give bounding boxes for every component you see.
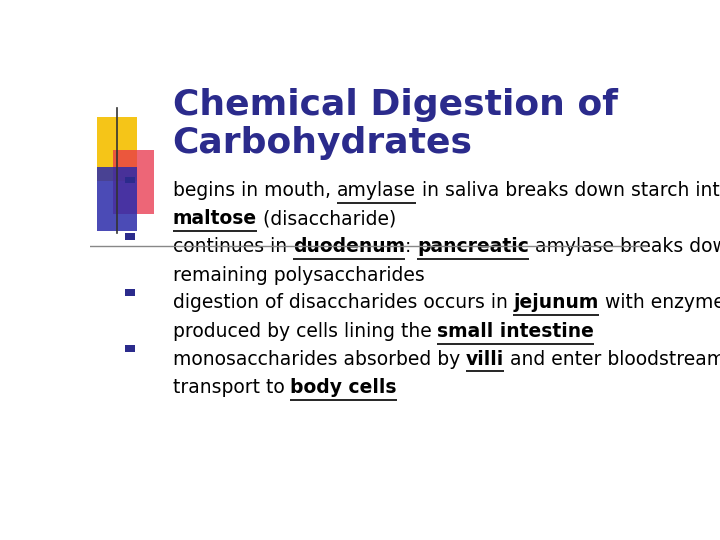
Text: amylase breaks down: amylase breaks down (529, 238, 720, 256)
Text: continues in: continues in (173, 238, 293, 256)
FancyBboxPatch shape (125, 345, 135, 352)
Text: produced by cells lining the: produced by cells lining the (173, 322, 437, 341)
Text: pancreatic: pancreatic (417, 238, 529, 256)
Text: in saliva breaks down starch into: in saliva breaks down starch into (415, 181, 720, 200)
Text: digestion of disaccharides occurs in: digestion of disaccharides occurs in (173, 294, 513, 313)
Text: villi: villi (466, 349, 504, 369)
Text: remaining polysaccharides: remaining polysaccharides (173, 266, 424, 285)
Text: jejunum: jejunum (513, 294, 599, 313)
Text: begins in mouth,: begins in mouth, (173, 181, 336, 200)
Text: small intestine: small intestine (437, 322, 594, 341)
Text: maltose: maltose (173, 210, 257, 228)
Text: with enzymes: with enzymes (599, 294, 720, 313)
Text: Chemical Digestion of
Carbohydrates: Chemical Digestion of Carbohydrates (173, 87, 618, 160)
Text: :: : (405, 238, 417, 256)
Text: transport to: transport to (173, 378, 290, 397)
Text: and enter bloodstream for: and enter bloodstream for (504, 349, 720, 369)
FancyBboxPatch shape (125, 177, 135, 184)
Text: body cells: body cells (290, 378, 397, 397)
FancyBboxPatch shape (125, 233, 135, 240)
Text: monosaccharides absorbed by: monosaccharides absorbed by (173, 349, 466, 369)
FancyBboxPatch shape (96, 167, 137, 231)
FancyBboxPatch shape (96, 117, 137, 181)
FancyBboxPatch shape (125, 289, 135, 296)
FancyBboxPatch shape (114, 150, 153, 214)
Text: (disaccharide): (disaccharide) (257, 210, 396, 228)
Text: amylase: amylase (336, 181, 415, 200)
Text: duodenum: duodenum (293, 238, 405, 256)
